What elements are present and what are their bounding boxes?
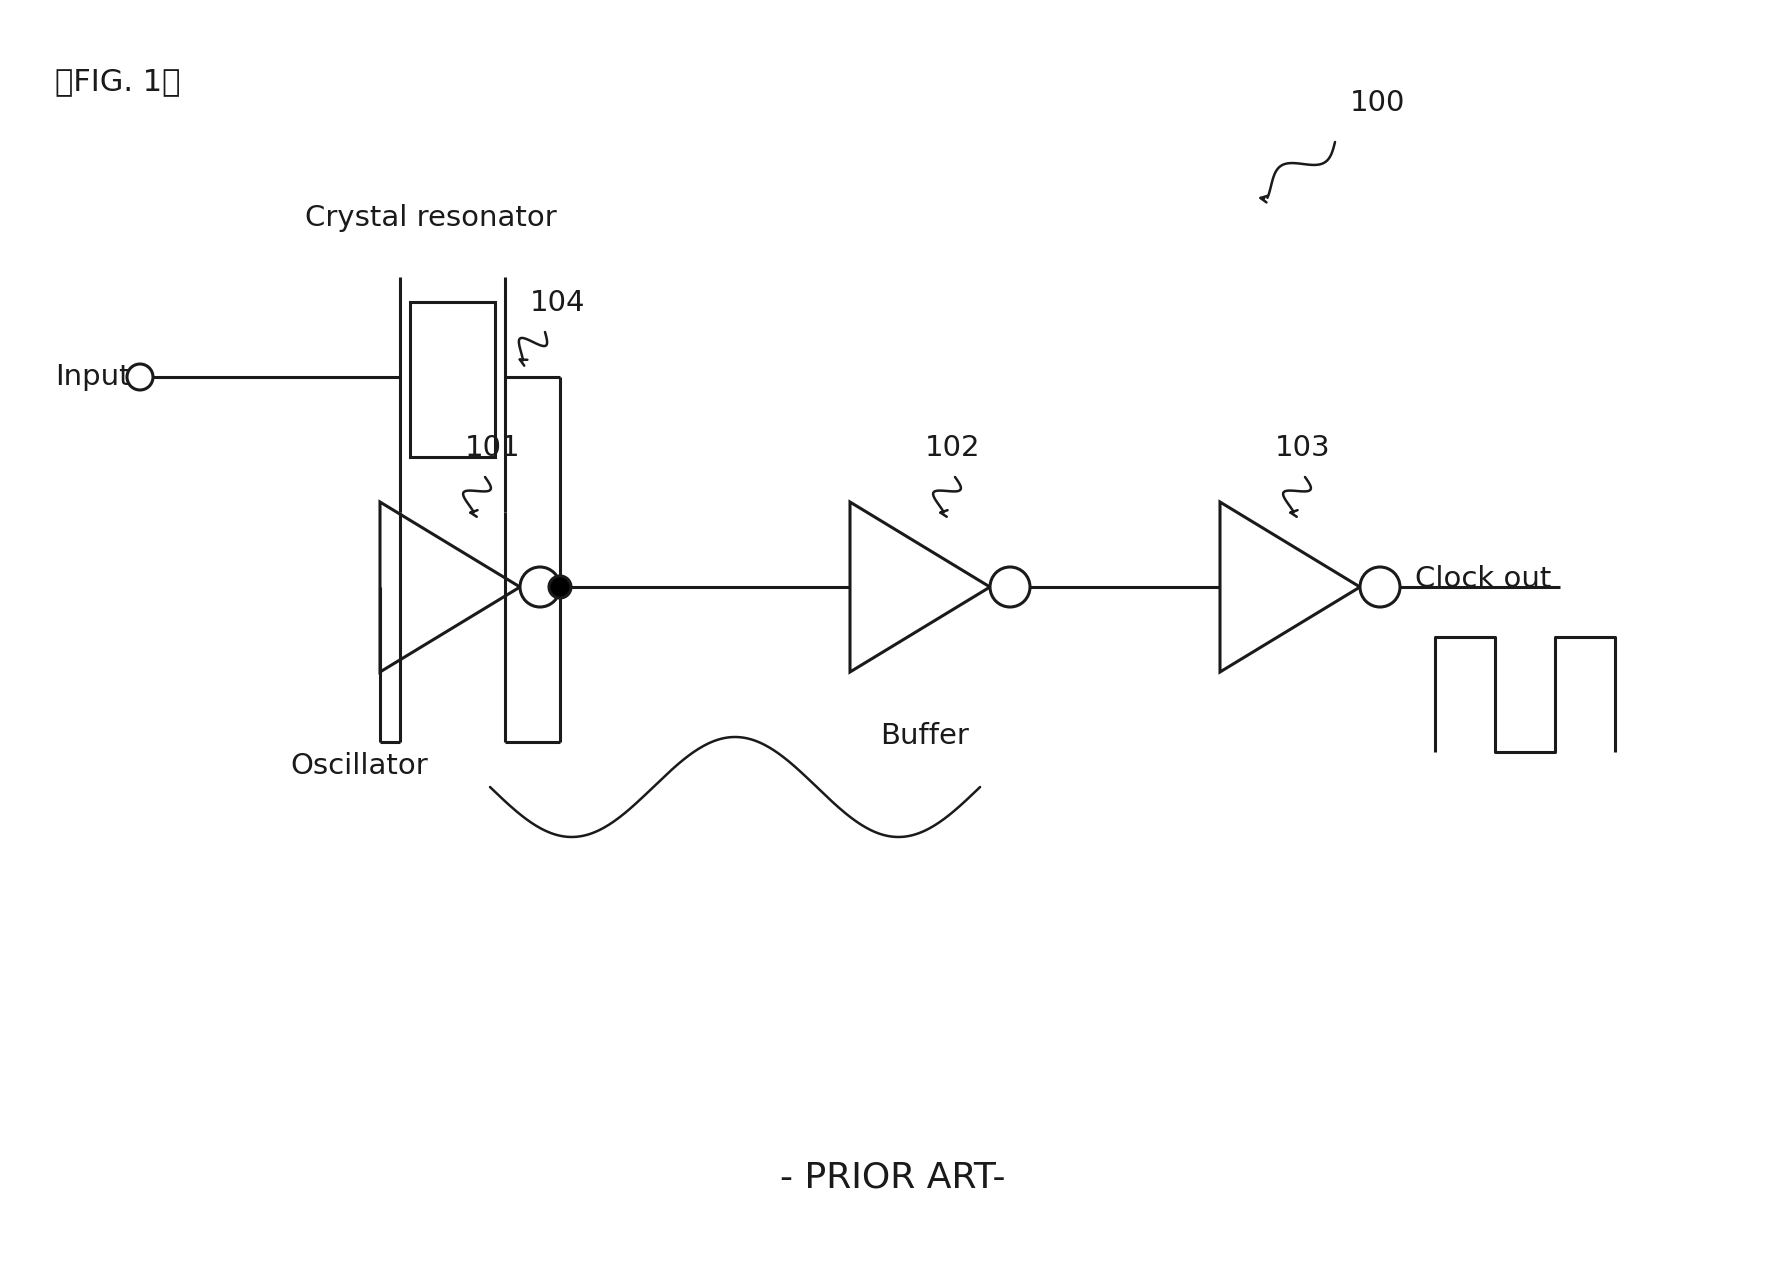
Text: 104: 104 [530, 289, 586, 317]
Text: 【FIG. 1】: 【FIG. 1】 [55, 67, 180, 96]
Text: Oscillator: Oscillator [289, 752, 429, 780]
Circle shape [520, 567, 561, 607]
Text: Clock out: Clock out [1415, 565, 1552, 593]
Text: - PRIOR ART-: - PRIOR ART- [780, 1160, 1006, 1194]
Circle shape [1359, 567, 1400, 607]
Circle shape [989, 567, 1031, 607]
Text: 102: 102 [925, 434, 981, 462]
Text: 103: 103 [1275, 434, 1331, 462]
Bar [411, 302, 495, 457]
Text: 101: 101 [464, 434, 522, 462]
Text: Input: Input [55, 363, 130, 391]
Text: 100: 100 [1350, 90, 1406, 117]
Text: Buffer: Buffer [880, 722, 968, 750]
Circle shape [548, 575, 572, 598]
Text: Crystal resonator: Crystal resonator [305, 204, 557, 232]
Circle shape [127, 363, 154, 390]
